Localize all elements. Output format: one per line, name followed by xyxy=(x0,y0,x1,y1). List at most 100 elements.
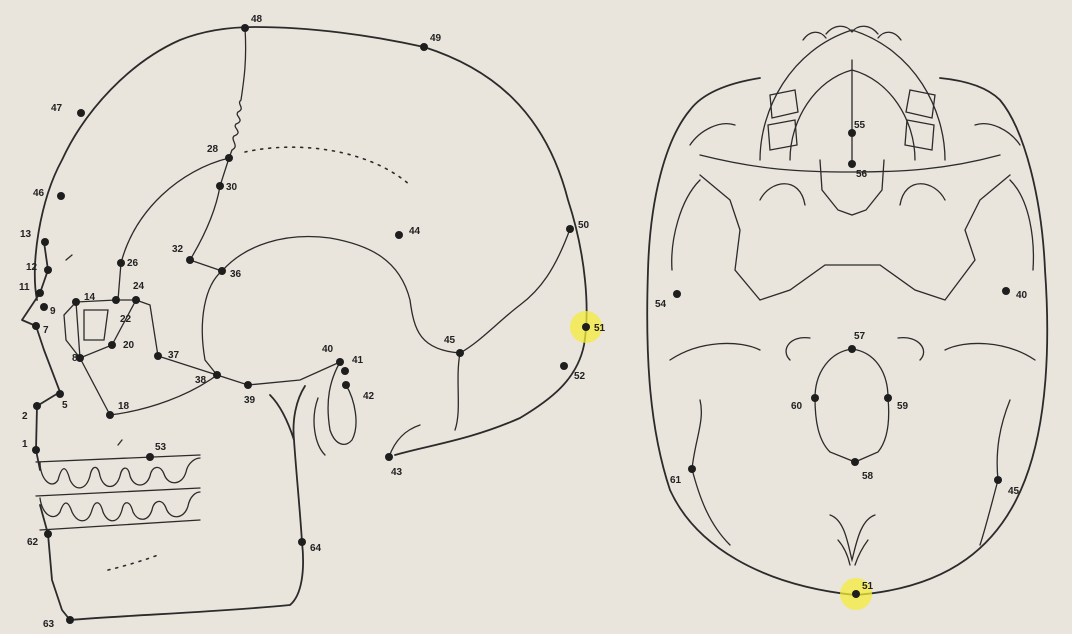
landmark-lateral-39: 39 xyxy=(244,381,256,406)
landmark-lateral-52: 52 xyxy=(560,362,586,382)
landmark-lateral-18: 18 xyxy=(106,401,130,419)
landmark-dot xyxy=(32,322,40,330)
landmark-basal-40: 40 xyxy=(1002,287,1028,301)
landmark-lateral-1: 1 xyxy=(22,439,40,454)
landmark-dot xyxy=(852,590,860,598)
landmark-label: 26 xyxy=(127,258,139,269)
landmark-dot xyxy=(106,411,114,419)
landmark-dot xyxy=(811,394,819,402)
landmark-lateral-20: 20 xyxy=(108,340,135,351)
landmark-basal-59: 59 xyxy=(884,394,909,412)
landmark-basal-60: 60 xyxy=(791,394,819,412)
landmark-label: 47 xyxy=(51,103,63,114)
landmark-basal-55: 55 xyxy=(848,120,866,137)
lateral-skull-drawing xyxy=(21,26,588,621)
landmark-lateral-7: 7 xyxy=(32,322,49,336)
landmark-label: 38 xyxy=(195,375,207,386)
landmark-dot xyxy=(44,266,52,274)
landmark-lateral-37: 37 xyxy=(154,350,180,361)
basal-palate xyxy=(699,154,1001,216)
landmark-label: 52 xyxy=(574,371,586,382)
landmark-dot xyxy=(456,349,464,357)
landmark-lateral-5: 5 xyxy=(56,390,68,411)
foramen-magnum xyxy=(814,348,890,463)
landmark-lateral-64: 64 xyxy=(298,538,322,554)
landmark-lateral-53: 53 xyxy=(146,442,167,461)
temporal-squama xyxy=(221,228,571,354)
landmark-label: 40 xyxy=(1016,290,1028,301)
landmark-label: 40 xyxy=(322,344,334,355)
landmark-label: 8 xyxy=(72,353,78,364)
landmark-label: 36 xyxy=(230,269,242,280)
landmark-basal-51: 51 xyxy=(852,581,874,598)
landmark-label: 7 xyxy=(43,325,49,336)
landmark-label: 2 xyxy=(22,411,28,422)
landmark-lateral-9: 9 xyxy=(40,303,56,317)
landmark-label: 42 xyxy=(363,391,375,402)
landmark-dot xyxy=(33,402,41,410)
landmark-label: 61 xyxy=(670,475,682,486)
landmark-dot xyxy=(36,289,44,297)
landmark-lateral-30: 30 xyxy=(216,182,238,193)
landmark-label: 39 xyxy=(244,395,256,406)
landmark-label: 45 xyxy=(444,335,456,346)
landmark-label: 9 xyxy=(50,306,56,317)
landmark-label: 58 xyxy=(862,471,874,482)
landmark-label: 41 xyxy=(352,355,364,366)
lateral-cranium-outline xyxy=(33,26,588,456)
landmark-lateral-42: 42 xyxy=(342,381,375,402)
landmark-dot xyxy=(57,192,65,200)
landmark-dot xyxy=(225,154,233,162)
landmark-label: 14 xyxy=(84,292,96,303)
landmark-dot xyxy=(688,465,696,473)
landmark-label: 11 xyxy=(19,282,30,293)
landmark-label: 5 xyxy=(62,400,68,411)
landmark-dot xyxy=(186,256,194,264)
landmark-label: 45 xyxy=(1008,486,1020,497)
lateral-mandible xyxy=(39,385,306,621)
zygomatic-arch xyxy=(75,301,341,416)
landmark-dot xyxy=(848,160,856,168)
landmark-label: 51 xyxy=(862,581,874,592)
lateral-teeth xyxy=(35,454,201,531)
temporal-line xyxy=(117,157,230,301)
landmark-lateral-26: 26 xyxy=(117,258,139,269)
landmark-dot xyxy=(146,453,154,461)
landmark-label: 30 xyxy=(226,182,238,193)
lateral-facial-profile xyxy=(21,241,61,471)
landmark-lateral-63: 63 xyxy=(43,616,74,630)
landmark-dot xyxy=(77,109,85,117)
highlight-layer xyxy=(570,311,872,610)
landmark-lateral-32: 32 xyxy=(172,244,194,264)
landmark-dot xyxy=(112,296,120,304)
landmark-label: 63 xyxy=(43,619,55,630)
landmark-dot xyxy=(32,446,40,454)
landmark-dot xyxy=(336,358,344,366)
landmark-label: 28 xyxy=(207,144,219,155)
landmark-lateral-43: 43 xyxy=(385,453,403,478)
landmark-dot xyxy=(994,476,1002,484)
landmark-dot xyxy=(566,225,574,233)
landmark-dot xyxy=(342,381,350,389)
landmark-dot xyxy=(216,182,224,190)
landmark-label: 18 xyxy=(118,401,130,412)
landmark-dot xyxy=(56,390,64,398)
landmark-dot xyxy=(40,303,48,311)
landmark-dot xyxy=(244,381,252,389)
landmark-dot xyxy=(41,238,49,246)
landmark-label: 24 xyxy=(133,281,145,292)
landmark-basal-58: 58 xyxy=(851,458,874,482)
mastoid-process xyxy=(313,361,357,456)
landmark-basal-45: 45 xyxy=(994,476,1020,497)
landmark-basal-61: 61 xyxy=(670,465,696,486)
landmark-lateral-12: 12 xyxy=(26,262,52,274)
landmark-dot xyxy=(213,371,221,379)
landmark-label: 53 xyxy=(155,442,167,453)
landmark-dot xyxy=(298,538,306,546)
landmark-dot xyxy=(117,259,125,267)
landmark-label: 22 xyxy=(120,314,132,325)
landmark-dot xyxy=(66,616,74,624)
landmark-lateral-28: 28 xyxy=(207,144,233,162)
landmark-lateral-14: 14 xyxy=(72,292,96,306)
